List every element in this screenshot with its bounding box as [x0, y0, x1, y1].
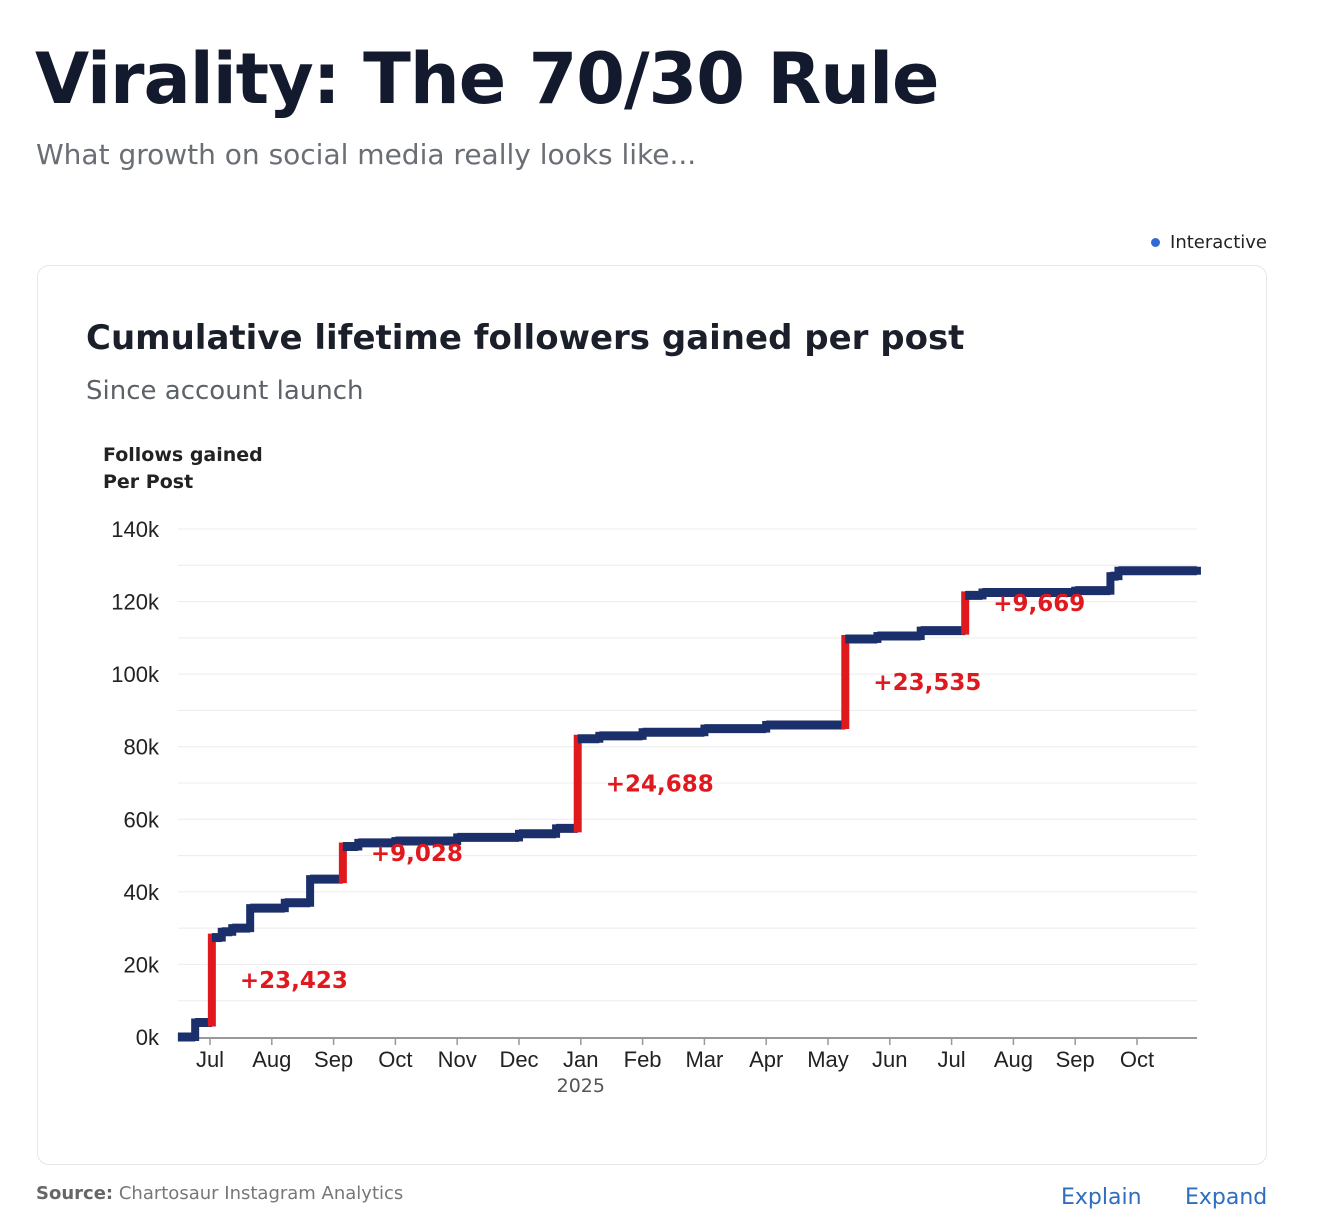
page-title: Virality: The 70/30 Rule: [35, 38, 940, 120]
x-tick-label: Oct: [1120, 1047, 1154, 1072]
x-tick-label: Mar: [685, 1047, 723, 1072]
x-tick-label: Apr: [749, 1047, 783, 1072]
page-subtitle: What growth on social media really looks…: [36, 138, 697, 171]
y-tick-label: 140k: [111, 517, 160, 542]
jump-label: +23,423: [240, 968, 348, 994]
dot-icon: [1151, 238, 1161, 247]
x-tick-label: Oct: [378, 1047, 412, 1072]
x-tick-label: Jul: [196, 1047, 224, 1072]
source-label: Source:: [36, 1183, 114, 1204]
chart-subtitle: Since account launch: [86, 376, 364, 406]
expand-button[interactable]: Expand: [1185, 1185, 1268, 1210]
x-tick-label: Jul: [938, 1047, 966, 1072]
x-tick-label: Feb: [624, 1047, 662, 1072]
x-tick-label: Jun: [872, 1047, 907, 1072]
explain-button[interactable]: Explain: [1061, 1185, 1142, 1210]
y-tick-label: 60k: [124, 807, 160, 832]
jump-label: +9,028: [371, 841, 463, 867]
y-tick-label: 40k: [124, 880, 160, 905]
interactive-badge[interactable]: Interactive: [1151, 232, 1267, 253]
x-tick-label: Jan: [563, 1047, 598, 1072]
jump-label: +23,535: [873, 670, 981, 696]
interactive-label: Interactive: [1170, 232, 1267, 253]
y-axis-label-line: Per Post: [103, 471, 194, 493]
x-year-label: 2025: [557, 1075, 605, 1097]
y-tick-label: 120k: [111, 590, 160, 615]
y-tick-label: 0k: [136, 1025, 160, 1050]
x-tick-label: Aug: [252, 1047, 291, 1072]
x-tick-label: Aug: [994, 1047, 1033, 1072]
y-axis-label-line: Follows gained: [103, 444, 263, 466]
x-tick-label: May: [807, 1047, 849, 1072]
x-tick-label: Dec: [499, 1047, 538, 1072]
chart-card: [37, 265, 1267, 1165]
y-tick-label: 20k: [124, 952, 160, 977]
y-axis-label: Follows gained Per Post: [103, 442, 263, 496]
y-tick-label: 80k: [124, 735, 160, 760]
jump-label: +24,688: [606, 772, 714, 798]
source-text: Chartosaur Instagram Analytics: [118, 1183, 404, 1204]
chart-title: Cumulative lifetime followers gained per…: [86, 318, 965, 358]
x-tick-label: Sep: [314, 1047, 353, 1072]
jump-label: +9,669: [993, 591, 1085, 617]
y-tick-label: 100k: [111, 662, 160, 687]
x-tick-label: Sep: [1056, 1047, 1095, 1072]
x-tick-label: Nov: [438, 1047, 477, 1072]
source-note: Source: Chartosaur Instagram Analytics: [36, 1183, 403, 1204]
